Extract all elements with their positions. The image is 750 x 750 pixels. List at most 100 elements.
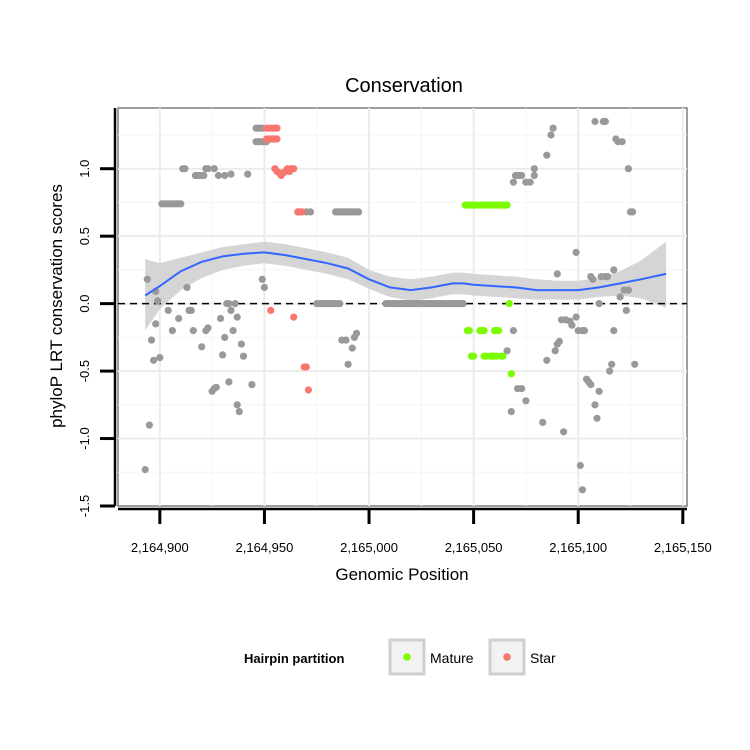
point-other — [603, 273, 612, 281]
point-other — [237, 340, 245, 348]
point-other — [543, 356, 551, 364]
point-mature — [503, 201, 511, 209]
y-tick-label: 1.0 — [77, 160, 92, 178]
point-other — [593, 414, 601, 422]
point-other — [606, 367, 614, 375]
point-other — [553, 270, 561, 278]
point-other — [616, 293, 624, 301]
point-other — [183, 283, 191, 291]
point-other — [221, 171, 229, 180]
point-other — [595, 387, 603, 395]
point-other — [355, 208, 363, 216]
point-other — [555, 337, 564, 345]
point-other — [227, 306, 235, 314]
point-other — [187, 306, 195, 314]
point-other — [576, 461, 584, 470]
point-other — [518, 385, 526, 393]
point-other — [578, 486, 587, 494]
y-axis: -1.5 -1.0 -0.5 0.0 0.5 1.0 — [77, 108, 117, 517]
point-other — [587, 381, 595, 389]
x-tick-label: 2,165,050 — [445, 540, 503, 555]
point-other — [352, 329, 361, 337]
series-mature — [461, 201, 515, 378]
point-star — [298, 208, 306, 216]
point-other — [591, 401, 599, 409]
y-tick-label: 0.0 — [77, 295, 92, 313]
point-other — [204, 165, 212, 173]
point-other — [212, 383, 220, 391]
point-other — [231, 300, 239, 308]
point-other — [522, 397, 530, 405]
confidence-band — [145, 241, 667, 331]
point-other — [601, 117, 610, 126]
point-other — [509, 327, 517, 335]
x-tick-label: 2,164,900 — [131, 540, 189, 555]
point-mature — [495, 327, 503, 335]
chart-title: Conservation — [345, 75, 463, 97]
point-other — [580, 327, 589, 335]
y-tick-label: 0.5 — [77, 227, 92, 245]
point-other — [518, 171, 526, 180]
point-other — [547, 131, 555, 139]
point-other — [244, 170, 252, 178]
point-other — [219, 351, 227, 359]
legend: Hairpin partition Mature Star — [244, 638, 556, 676]
point-other — [147, 336, 156, 344]
point-other — [549, 124, 557, 132]
point-other — [568, 321, 576, 329]
point-other — [507, 408, 515, 416]
point-other — [164, 306, 172, 314]
legend-dot-star — [503, 653, 511, 661]
point-other — [539, 418, 547, 426]
point-other — [572, 313, 580, 321]
point-other — [624, 286, 633, 294]
point-other — [143, 275, 151, 283]
point-other — [198, 343, 206, 351]
point-other — [608, 360, 616, 368]
point-other — [336, 300, 344, 308]
point-mature — [505, 300, 513, 308]
point-other — [225, 378, 233, 386]
point-other — [595, 300, 603, 308]
point-other — [141, 466, 149, 474]
point-other — [459, 300, 467, 308]
point-other — [503, 347, 511, 355]
point-other — [227, 170, 235, 178]
point-other — [306, 208, 315, 216]
smooth-fit-line — [144, 251, 667, 297]
point-other — [572, 248, 580, 256]
point-other — [145, 421, 153, 429]
point-other — [589, 275, 597, 283]
point-star — [304, 386, 312, 394]
point-other — [622, 306, 630, 314]
point-star — [273, 124, 281, 132]
point-other — [152, 320, 160, 328]
point-other — [624, 165, 633, 173]
point-other — [344, 360, 352, 368]
point-other — [204, 324, 212, 332]
point-other — [216, 314, 225, 323]
point-other — [177, 200, 185, 208]
x-tick-label: 2,165,100 — [549, 540, 607, 555]
point-other — [233, 313, 241, 321]
point-other — [530, 171, 538, 180]
point-other — [221, 333, 229, 341]
legend-dot-mature — [403, 653, 411, 661]
point-star — [302, 363, 310, 371]
point-mature — [507, 370, 515, 378]
point-other — [610, 327, 618, 335]
point-other — [189, 327, 197, 335]
point-other — [526, 178, 534, 186]
data-points — [141, 117, 639, 494]
point-other — [551, 347, 559, 355]
point-other — [175, 314, 183, 323]
point-other — [200, 171, 208, 180]
point-other — [509, 178, 517, 186]
point-other — [150, 356, 158, 364]
point-other — [543, 151, 551, 159]
point-other — [210, 165, 218, 173]
x-tick-label: 2,164,950 — [236, 540, 294, 555]
point-other — [348, 344, 356, 352]
x-tick-label: 2,165,000 — [340, 540, 398, 555]
